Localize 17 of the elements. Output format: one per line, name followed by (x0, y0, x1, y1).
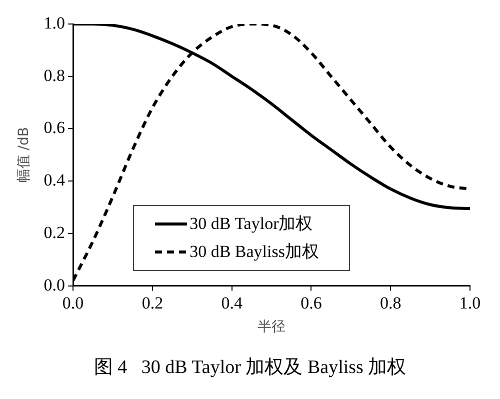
x-tick-label: 0.2 (142, 293, 164, 312)
legend-label: 30 dB Taylor加权 (190, 213, 313, 236)
caption: 图 4 30 dB Taylor 加权及 Bayliss 加权 (92, 356, 408, 380)
x-tick-label: 0.6 (300, 293, 322, 312)
x-tick-label: 0.0 (62, 293, 84, 312)
x-axis-title: 半径 (258, 319, 286, 336)
x-tick-label: 0.8 (380, 293, 402, 312)
y-tick-label: 0.0 (44, 275, 66, 294)
x-tick-label: 0.4 (221, 293, 243, 312)
x-tick-label: 1.0 (459, 293, 481, 312)
y-tick-label: 0.6 (44, 118, 66, 138)
y-tick-label: 0.4 (44, 170, 66, 190)
y-tick-label: 0.2 (44, 222, 66, 242)
y-axis-title: 幅值 /dB (16, 127, 32, 183)
legend-label: 30 dB Bayliss加权 (190, 241, 319, 264)
y-tick-label: 1.0 (44, 13, 66, 32)
y-tick-label: 0.8 (44, 66, 66, 85)
